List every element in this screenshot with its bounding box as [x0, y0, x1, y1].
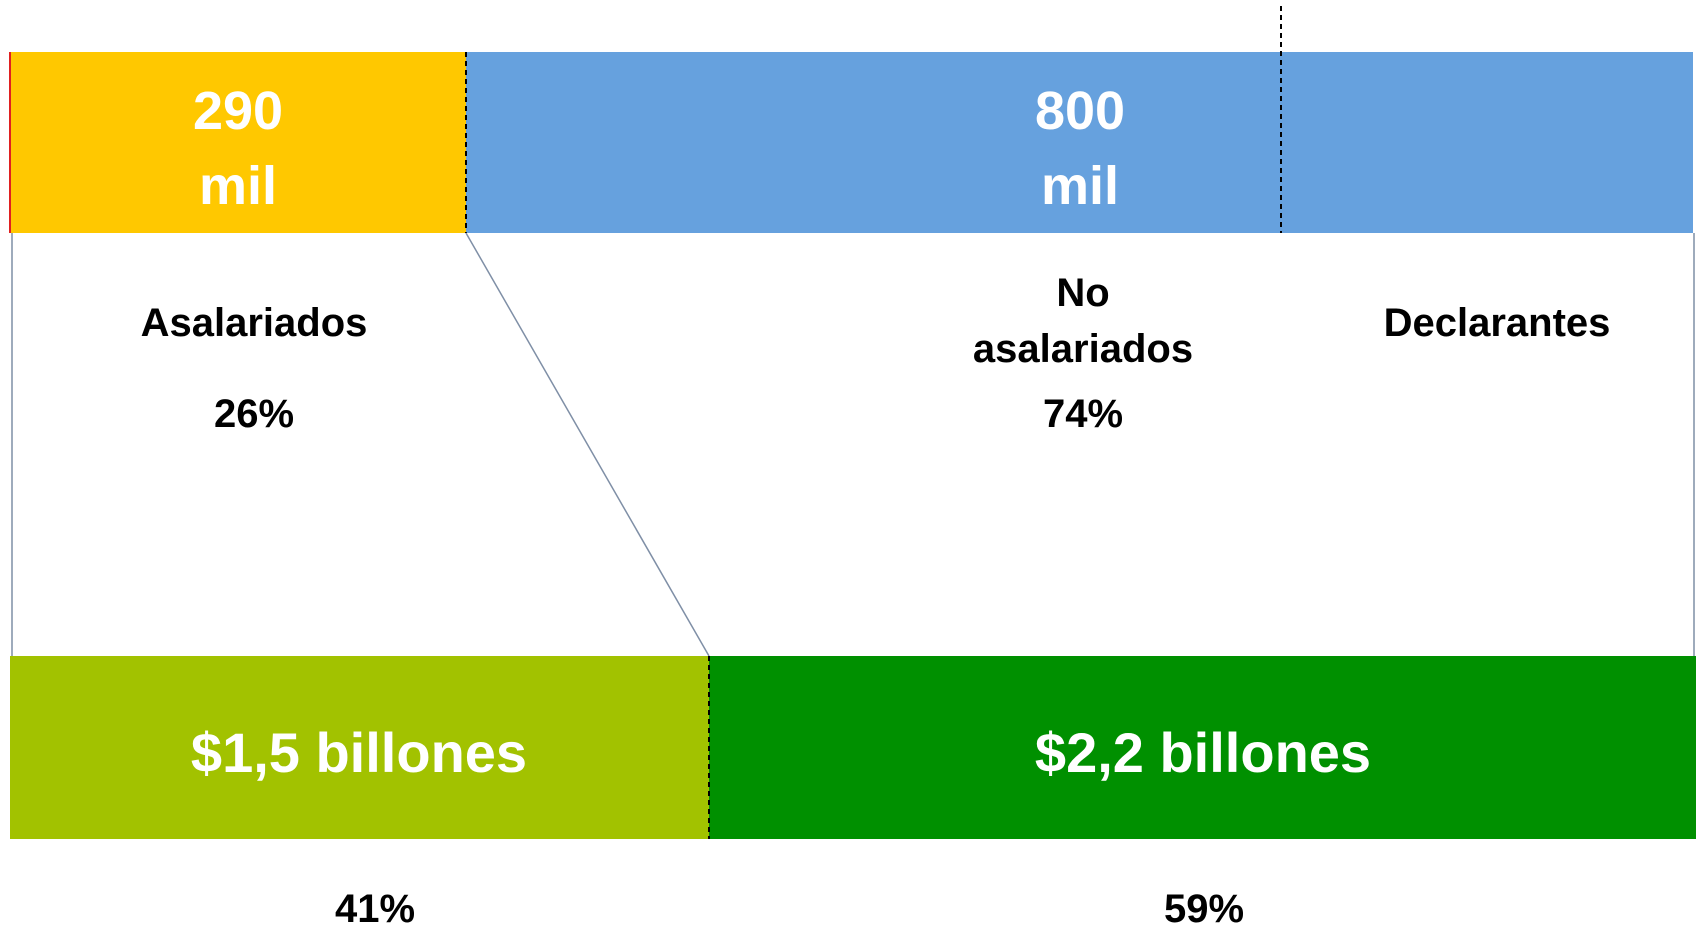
no-asalariados-count-percent: 74% [1043, 392, 1123, 436]
no-asalariados-amount-percent: 59% [1164, 887, 1244, 927]
no-asalariados-count-unit: mil [1041, 156, 1119, 216]
no-asalariados-amount-value: $2,2 billones [1035, 721, 1371, 784]
no-asalariados-label-line1: No [1056, 271, 1109, 315]
no-asalariados-amount-bar [709, 656, 1696, 839]
asalariados-count-unit: mil [199, 156, 277, 216]
asalariados-amount-value: $1,5 billones [191, 721, 527, 784]
diagonal-connector-line [465, 232, 710, 657]
no-asalariados-count-bar [466, 52, 1693, 233]
no-asalariados-count-value: 800 [1035, 81, 1125, 141]
asalariados-count-percent: 26% [214, 392, 294, 436]
no-asalariados-label-line2: asalariados [973, 327, 1193, 371]
asalariados-amount-percent: 41% [335, 887, 415, 927]
asalariados-count-bar [10, 52, 466, 233]
asalariados-count-value: 290 [193, 81, 283, 141]
asalariados-label: Asalariados [141, 301, 368, 345]
declarantes-label: Declarantes [1384, 301, 1611, 345]
asalariados-amount-bar [10, 656, 709, 839]
